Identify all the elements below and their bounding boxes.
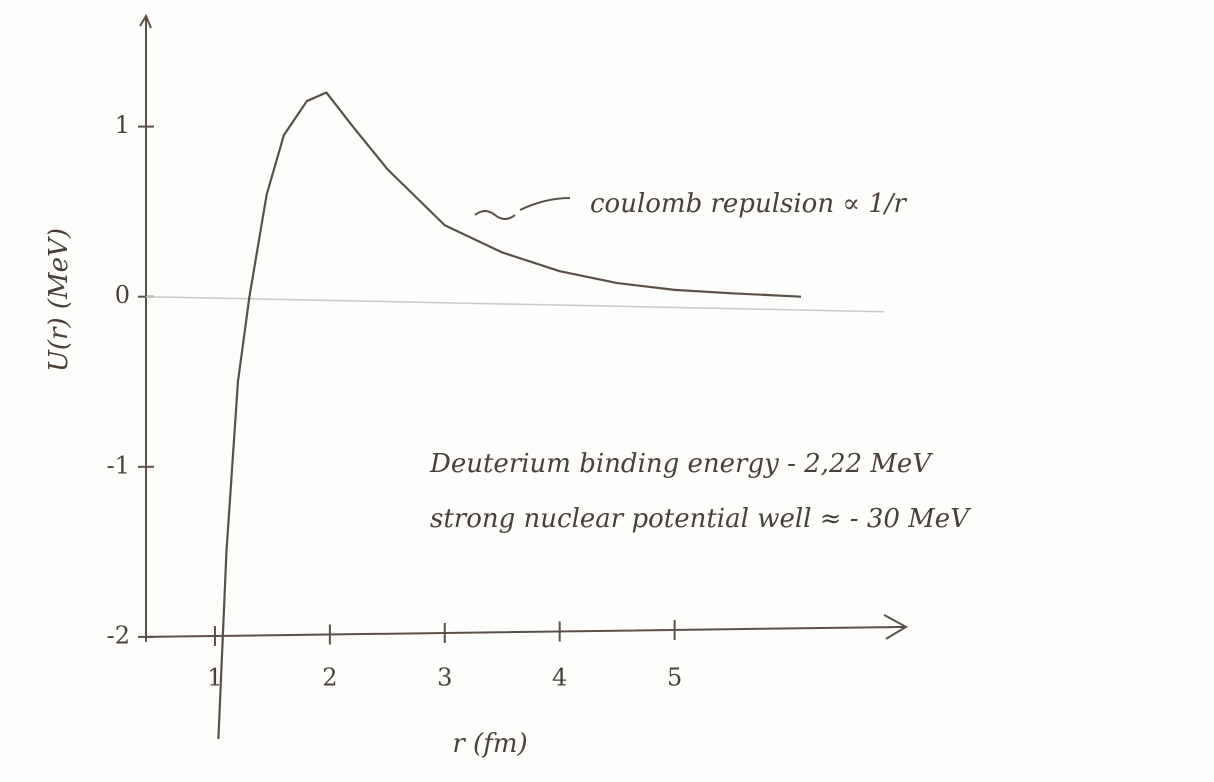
x-tick-label: 3 — [437, 663, 452, 691]
y-axis — [139, 13, 152, 642]
annotation-pointer — [474, 197, 571, 220]
annotation: Deuterium binding energy - 2,22 MeV — [429, 449, 933, 479]
y-tick-label: -2 — [107, 621, 130, 649]
annotation: coulomb repulsion ∝ 1/r — [590, 189, 907, 219]
y-tick-label: 0 — [115, 281, 130, 309]
y-tick-label: -1 — [107, 451, 130, 479]
x-tick-label: 4 — [552, 663, 567, 691]
curve — [217, 91, 802, 740]
x-tick-label: 1 — [207, 663, 222, 691]
zero-line — [145, 295, 885, 313]
x-tick-label: 2 — [322, 663, 337, 691]
y-axis-label: U(r) (MeV) — [44, 228, 74, 372]
y-tick-label: 1 — [115, 111, 130, 139]
x-axis — [145, 614, 909, 640]
x-tick-label: 5 — [667, 663, 682, 691]
annotation: strong nuclear potential well ≈ - 30 MeV — [430, 504, 971, 534]
x-axis-label: r (fm) — [452, 729, 527, 759]
